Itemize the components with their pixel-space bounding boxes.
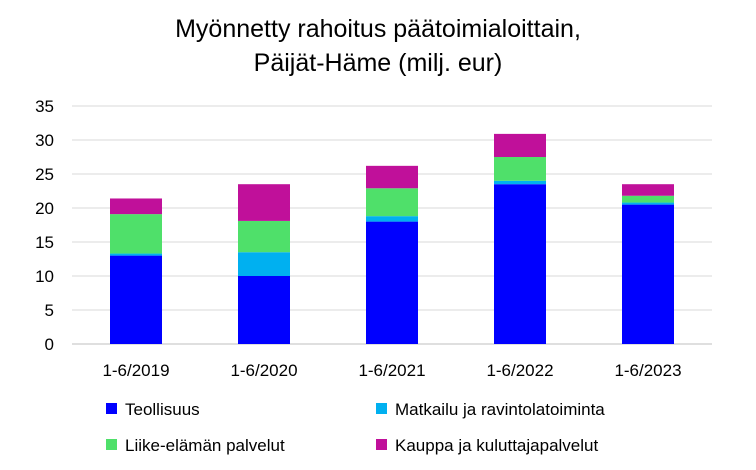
bar-segment	[110, 198, 162, 215]
legend-item-matkailu: Matkailu ja ravintolatoiminta	[376, 400, 605, 420]
bar-segment	[494, 157, 546, 181]
bar-segment	[238, 276, 290, 344]
legend-item-teollisuus: Teollisuus	[106, 400, 200, 420]
bar-segment	[366, 188, 418, 217]
bar-segment	[238, 184, 290, 221]
bar-segment	[494, 184, 546, 344]
bar-segment	[238, 220, 290, 253]
bar-segment	[494, 133, 546, 157]
legend-swatch	[376, 403, 387, 414]
y-tick-label: 35	[35, 97, 54, 116]
y-tick-label: 10	[35, 267, 54, 286]
x-tick-label: 1-6/2019	[102, 361, 169, 380]
bar-segment	[366, 221, 418, 344]
x-tick-label: 1-6/2021	[358, 361, 425, 380]
y-tick-label: 30	[35, 131, 54, 150]
bar-segment	[622, 184, 674, 196]
bar-segment	[110, 253, 162, 256]
bar-segment	[494, 180, 546, 185]
legend-label: Liike-elämän palvelut	[125, 436, 285, 455]
bar-segment	[622, 204, 674, 344]
y-tick-label: 0	[45, 335, 54, 354]
legend-label: Kauppa ja kuluttajapalvelut	[395, 436, 599, 455]
legend-swatch	[376, 439, 387, 450]
chart-subtitle: Päijät-Häme (milj. eur)	[253, 49, 503, 77]
bar-segment	[366, 216, 418, 222]
bar-segment	[622, 195, 674, 203]
legend-item-liike-elama: Liike-elämän palvelut	[106, 436, 285, 456]
y-tick-label: 20	[35, 199, 54, 218]
chart-title: Myönnetty rahoitus päätoimialoittain,	[175, 15, 581, 43]
legend-swatch	[106, 403, 117, 414]
legend-label: Teollisuus	[125, 400, 200, 419]
bar-segment	[366, 165, 418, 189]
x-tick-label: 1-6/2023	[614, 361, 681, 380]
bar-segment	[110, 255, 162, 344]
bar-segment	[238, 252, 290, 276]
y-tick-label: 25	[35, 165, 54, 184]
legend-label: Matkailu ja ravintolatoiminta	[395, 400, 605, 419]
x-tick-label: 1-6/2022	[486, 361, 553, 380]
legend-swatch	[106, 439, 117, 450]
y-tick-label: 15	[35, 233, 54, 252]
y-tick-label: 5	[45, 301, 54, 320]
bar-segment	[110, 214, 162, 254]
bar-segment	[622, 202, 674, 205]
x-tick-label: 1-6/2020	[230, 361, 297, 380]
legend-item-kauppa: Kauppa ja kuluttajapalvelut	[376, 436, 598, 456]
